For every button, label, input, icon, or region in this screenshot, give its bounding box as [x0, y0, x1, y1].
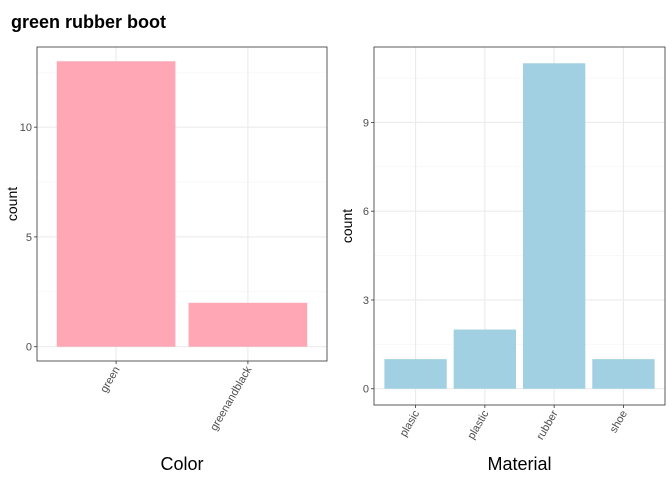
y-tick-label: 9	[363, 117, 369, 129]
x-axis-title: Color	[160, 454, 203, 474]
bar-shoe	[592, 359, 655, 389]
x-tick-label: plastic	[465, 408, 491, 441]
x-axis-title: Material	[487, 454, 551, 474]
x-tick-label: shoe	[608, 409, 630, 436]
material-chart: 0 3 6 9 plasic plastic rubber shoe count Material	[339, 46, 666, 474]
panel-border	[373, 46, 666, 406]
figure-title: green rubber boot	[11, 12, 166, 32]
y-tick-label: 10	[20, 122, 32, 134]
panel-border	[36, 46, 328, 362]
y-tick-label: 0	[363, 384, 369, 396]
x-tick-label: greenandblack	[208, 364, 255, 433]
y-tick-label: 3	[363, 295, 369, 307]
y-axis-title: count	[4, 187, 20, 221]
bar-greenandblack	[188, 302, 308, 347]
bar-green	[56, 61, 176, 347]
bar-plasic	[384, 359, 447, 389]
y-tick-label: 5	[26, 232, 32, 244]
x-tick-label: green	[98, 365, 122, 395]
x-tick-label: rubber	[534, 408, 560, 442]
bar-plastic	[453, 329, 517, 389]
y-tick-label: 6	[363, 206, 369, 218]
y-axis-title: count	[339, 209, 355, 243]
color-chart: 0 5 10 green greenandblack count Color	[4, 46, 328, 474]
y-tick-label: 0	[26, 342, 32, 354]
bar-rubber	[522, 63, 586, 389]
x-tick-label: plasic	[398, 408, 423, 439]
plot-background	[374, 47, 665, 405]
